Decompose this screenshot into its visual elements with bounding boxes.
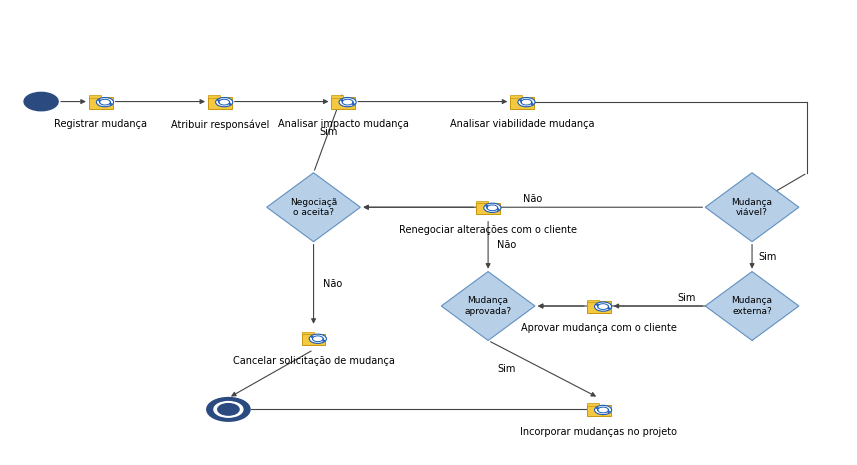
Text: Renegociar alterações com o cliente: Renegociar alterações com o cliente [399, 225, 577, 235]
Text: Sim: Sim [320, 127, 338, 137]
Text: Não: Não [523, 194, 542, 204]
Text: Registrar mudança: Registrar mudança [54, 119, 147, 129]
Text: Atribuir responsável: Atribuir responsável [171, 119, 269, 130]
Text: Incorporar mudanças no projeto: Incorporar mudanças no projeto [520, 427, 677, 437]
FancyBboxPatch shape [510, 95, 522, 98]
Circle shape [309, 334, 327, 343]
FancyBboxPatch shape [302, 332, 314, 334]
FancyBboxPatch shape [89, 97, 112, 108]
Text: Negociaçã
o aceita?: Negociaçã o aceita? [290, 198, 337, 217]
Circle shape [24, 93, 58, 111]
Polygon shape [267, 173, 361, 242]
Text: Sim: Sim [758, 252, 776, 262]
Circle shape [207, 398, 249, 421]
Circle shape [484, 203, 501, 213]
FancyBboxPatch shape [587, 301, 611, 313]
Text: Não: Não [497, 240, 517, 250]
Text: Mudança
aprovada?: Mudança aprovada? [464, 296, 512, 316]
Text: Mudança
viável?: Mudança viável? [732, 198, 772, 217]
FancyBboxPatch shape [332, 97, 356, 108]
Text: Mudança
externa?: Mudança externa? [732, 296, 772, 316]
FancyBboxPatch shape [587, 403, 599, 405]
Circle shape [595, 405, 612, 415]
Circle shape [595, 302, 612, 311]
Circle shape [214, 402, 243, 417]
FancyBboxPatch shape [332, 95, 344, 98]
Circle shape [216, 98, 233, 107]
Polygon shape [705, 272, 799, 340]
Text: Cancelar solicitação de mudança: Cancelar solicitação de mudança [232, 356, 394, 365]
Text: Sim: Sim [498, 364, 516, 374]
FancyBboxPatch shape [510, 97, 534, 108]
Polygon shape [705, 173, 799, 242]
Text: Sim: Sim [677, 293, 696, 303]
Circle shape [518, 98, 535, 107]
FancyBboxPatch shape [208, 97, 231, 108]
FancyBboxPatch shape [587, 405, 611, 416]
Text: Analisar viabilidade mudança: Analisar viabilidade mudança [450, 119, 595, 129]
Text: Não: Não [323, 279, 342, 289]
Polygon shape [441, 272, 535, 340]
Circle shape [339, 98, 357, 107]
Text: Aprovar mudança com o cliente: Aprovar mudança com o cliente [521, 324, 677, 333]
Circle shape [96, 98, 114, 107]
Circle shape [218, 404, 239, 415]
Text: Analisar impacto mudança: Analisar impacto mudança [278, 119, 409, 129]
FancyBboxPatch shape [89, 95, 100, 98]
FancyBboxPatch shape [476, 201, 488, 203]
FancyBboxPatch shape [208, 95, 220, 98]
FancyBboxPatch shape [302, 333, 326, 345]
FancyBboxPatch shape [476, 203, 500, 214]
FancyBboxPatch shape [587, 299, 599, 302]
